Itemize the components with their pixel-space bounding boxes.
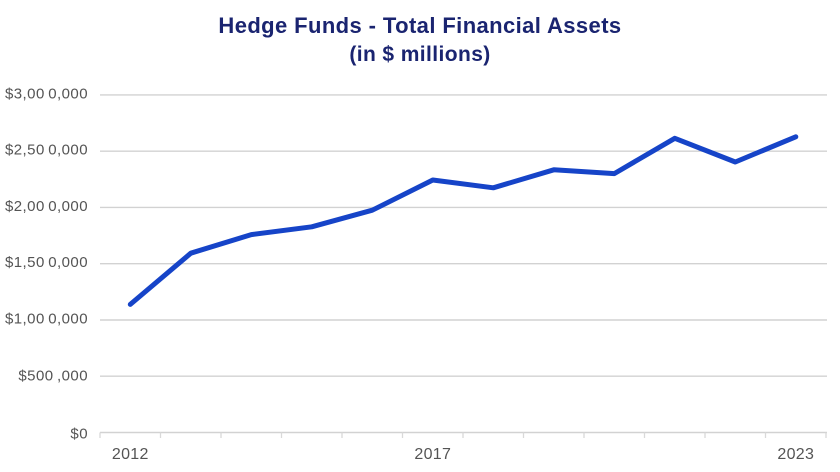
svg-text:$0: $0 [70, 426, 88, 443]
svg-text:2012: 2012 [112, 446, 149, 463]
svg-text:$1,00 0,000: $1,00 0,000 [5, 310, 88, 327]
svg-text:2017: 2017 [414, 446, 451, 463]
svg-text:Hedge Funds - Total Financial: Hedge Funds - Total Financial Assets [218, 13, 621, 38]
svg-text:$1,50 0,000: $1,50 0,000 [5, 254, 88, 271]
svg-text:2023: 2023 [777, 446, 814, 463]
svg-text:$500 ,000: $500 ,000 [18, 367, 88, 384]
svg-text:$3,00 0,000: $3,00 0,000 [5, 85, 88, 102]
svg-text:(in $ millions): (in $ millions) [349, 43, 490, 66]
svg-text:$2,00 0,000: $2,00 0,000 [5, 198, 88, 215]
svg-text:$2,50 0,000: $2,50 0,000 [5, 142, 88, 159]
